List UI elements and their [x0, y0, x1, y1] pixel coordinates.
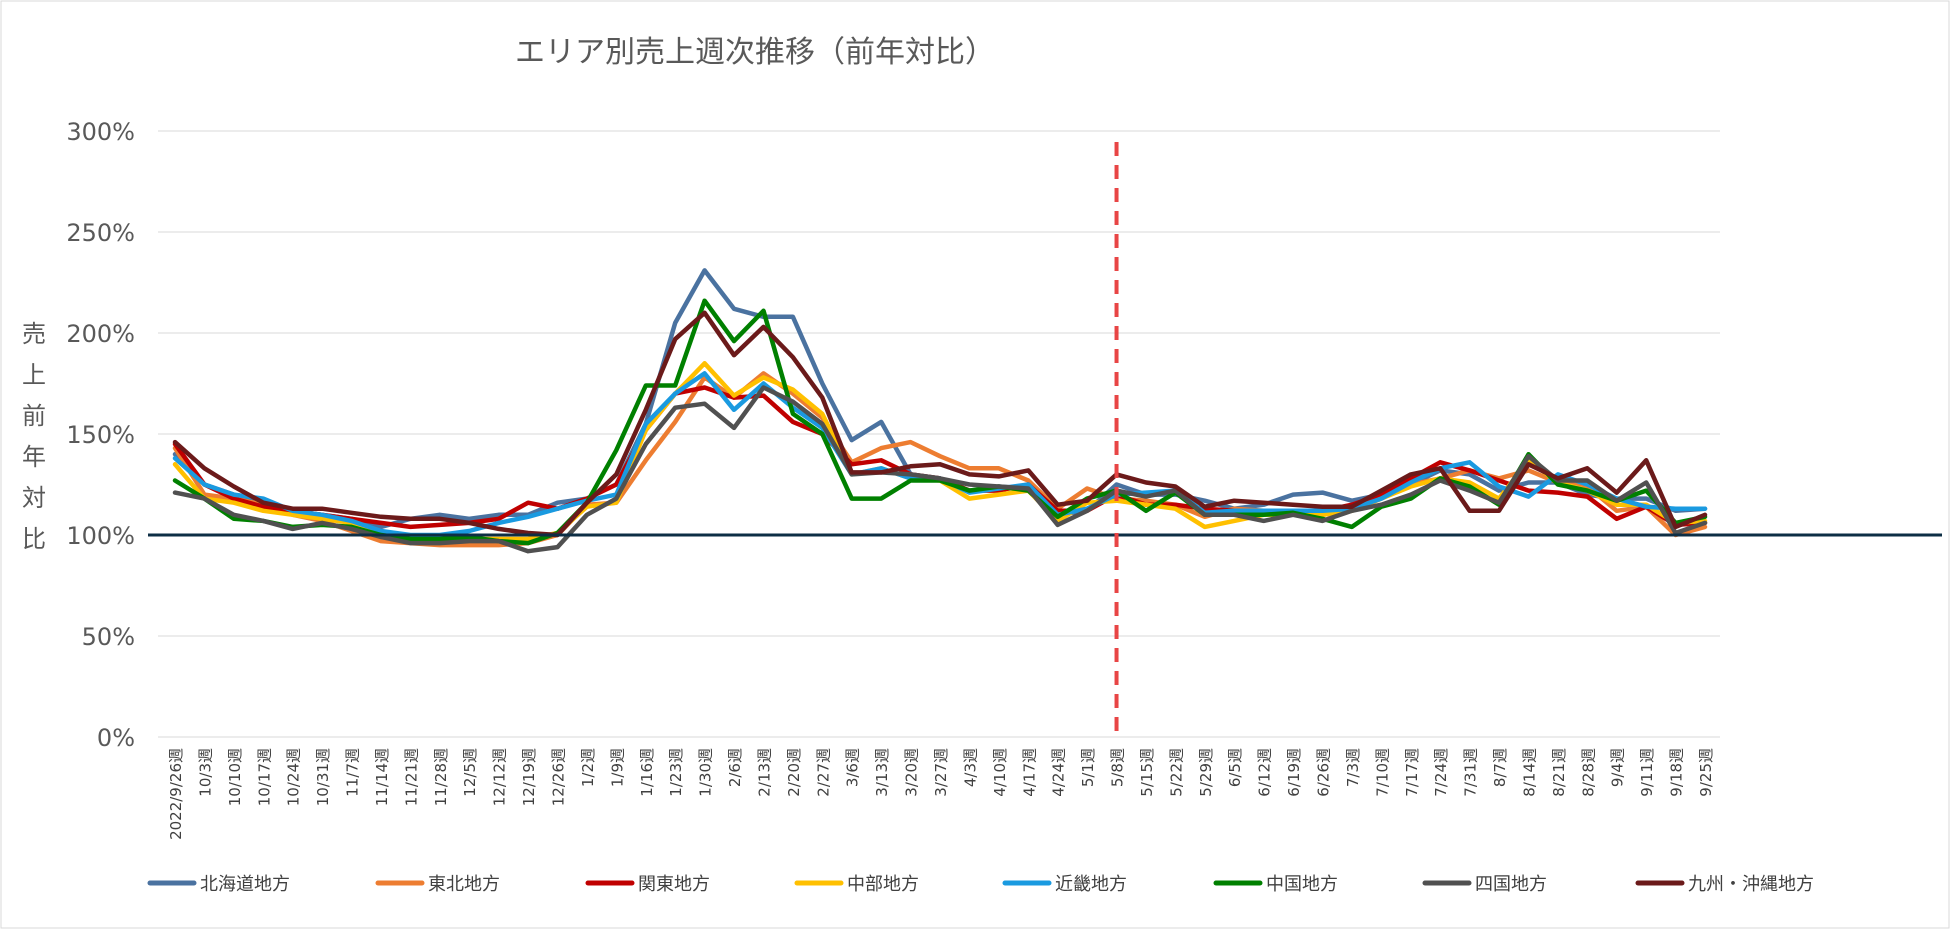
- legend-label: 近畿地方: [1055, 874, 1127, 895]
- x-tick-label: 7/31週: [1462, 748, 1480, 797]
- y-axis-label-char: 対: [22, 484, 46, 512]
- legend-label: 九州・沖縄地方: [1688, 874, 1814, 895]
- legend-label: 北海道地方: [200, 874, 290, 895]
- legend-label: 中部地方: [847, 874, 919, 895]
- x-tick-label: 1/30週: [697, 748, 715, 797]
- x-tick-label: 9/25週: [1697, 748, 1715, 797]
- x-tick-label: 7/24週: [1432, 748, 1450, 797]
- x-tick-label: 2/13週: [755, 748, 773, 797]
- x-tick-label: 3/13週: [873, 748, 891, 797]
- y-tick-label: 200%: [66, 320, 135, 348]
- gridlines: [158, 130, 1720, 738]
- x-tick-label: 5/29週: [1197, 748, 1215, 797]
- legend-label: 中国地方: [1266, 874, 1338, 895]
- x-tick-label: 6/26週: [1315, 748, 1333, 797]
- x-tick-label: 7/17週: [1403, 748, 1421, 797]
- x-tick-label: 10/31週: [314, 748, 332, 806]
- x-tick-label: 10/17週: [255, 748, 273, 806]
- x-tick-label: 12/5週: [461, 748, 479, 797]
- y-tick-label: 300%: [66, 118, 135, 146]
- x-tick-label: 11/28週: [432, 748, 450, 806]
- x-tick-label: 10/24週: [285, 748, 303, 806]
- x-tick-label: 8/21週: [1550, 748, 1568, 797]
- x-tick-label: 12/26週: [550, 748, 568, 806]
- x-tick-label: 5/8週: [1109, 748, 1127, 787]
- x-tick-label: 10/3週: [196, 748, 214, 797]
- x-tick-label: 11/7週: [344, 748, 362, 797]
- x-tick-label: 4/24週: [1050, 748, 1068, 797]
- x-tick-label: 9/4週: [1609, 748, 1627, 787]
- series-line: [172, 310, 1708, 538]
- x-tick-label: 3/20週: [903, 748, 921, 797]
- x-tick-label: 2/20週: [785, 748, 803, 797]
- y-tick-label: 100%: [66, 522, 135, 550]
- y-tick-label: 250%: [66, 219, 135, 247]
- legend-label: 関東地方: [638, 874, 710, 895]
- x-tick-label: 5/1週: [1079, 748, 1097, 787]
- legend-label: 東北地方: [428, 874, 500, 895]
- x-tick-label: 5/22週: [1167, 748, 1185, 797]
- y-axis-label-char: 年: [22, 443, 46, 471]
- x-tick-label: 6/5週: [1226, 748, 1244, 787]
- reference-lines: [148, 142, 1942, 732]
- y-tick-label: 50%: [82, 623, 135, 651]
- x-tick-label: 4/17週: [1020, 748, 1038, 797]
- x-tick-label: 4/3週: [961, 748, 979, 787]
- x-tick-label: 2/27週: [814, 748, 832, 797]
- legend-label: 四国地方: [1475, 874, 1547, 895]
- x-tick-label: 10/10週: [226, 748, 244, 806]
- x-tick-label: 3/27週: [932, 748, 950, 797]
- x-tick-label: 12/12週: [491, 748, 509, 806]
- x-tick-label: 5/15週: [1138, 748, 1156, 797]
- x-tick-label: 8/28週: [1579, 748, 1597, 797]
- x-tick-label: 11/21週: [402, 748, 420, 806]
- y-axis-label-char: 上: [22, 361, 46, 389]
- x-tick-label: 8/14週: [1520, 748, 1538, 797]
- x-tick-label: 9/18週: [1668, 748, 1686, 797]
- legend: 北海道地方 東北地方 関東地方 中部地方 近畿地方 中国地方 四国地方 九州・沖縄地方: [147, 874, 1814, 895]
- x-tick-label: 7/3週: [1344, 748, 1362, 787]
- chart-title: エリア別売上週次推移（前年対比）: [515, 35, 995, 70]
- x-tick-label: 1/9週: [608, 748, 626, 787]
- y-axis-label-char: 前: [22, 402, 46, 430]
- x-tick-label: 1/23週: [667, 748, 685, 797]
- x-tick-label: 9/11週: [1638, 748, 1656, 797]
- x-tick-label: 8/7週: [1491, 748, 1509, 787]
- x-tick-label: 1/2週: [579, 748, 597, 787]
- x-tick-label: 11/14週: [373, 748, 391, 806]
- x-tick-label: 6/19週: [1285, 748, 1303, 797]
- x-tick-label: 6/12週: [1256, 748, 1274, 797]
- y-axis-ticks: 0% 50% 100% 150% 200% 250% 300%: [66, 118, 135, 752]
- x-tick-label: 1/16週: [638, 748, 656, 797]
- x-tick-label: 4/10週: [991, 748, 1009, 797]
- x-tick-label: 3/6週: [844, 748, 862, 787]
- y-tick-label: 150%: [66, 421, 135, 449]
- x-tick-label: 2/6週: [726, 748, 744, 787]
- x-tick-label: 2022/9/26週: [167, 748, 185, 840]
- x-tick-label: 7/10週: [1373, 748, 1391, 797]
- y-axis-label-char: 売: [22, 320, 46, 348]
- x-axis-ticks: 2022/9/26週 10/3週 10/10週 10/17週 10/24週 10/31週 1…: [167, 748, 1715, 840]
- y-tick-label: 0%: [97, 724, 135, 752]
- x-tick-label: 12/19週: [520, 748, 538, 806]
- y-axis-label-char: 比: [22, 525, 46, 553]
